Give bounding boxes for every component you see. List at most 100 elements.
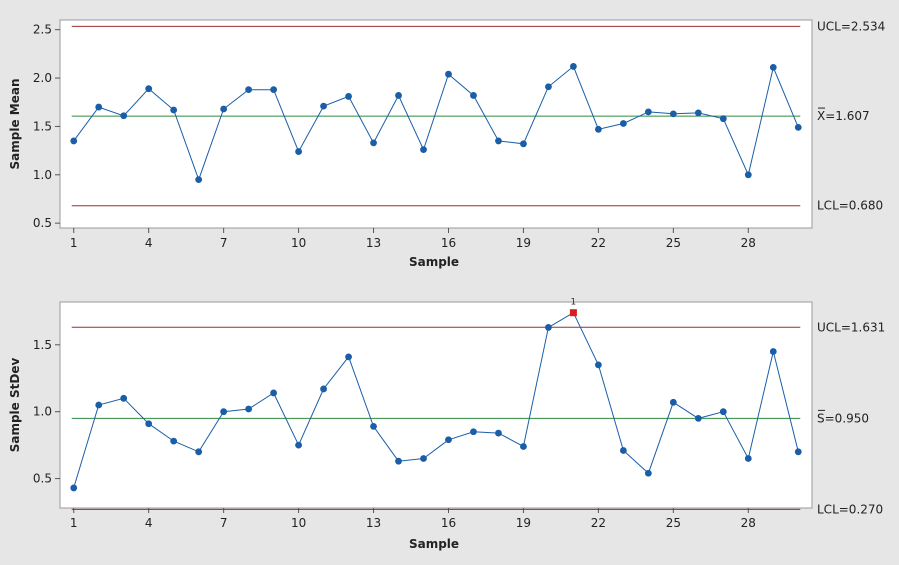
stdev-data-point [70, 484, 78, 492]
stdev-flagged-point [569, 309, 577, 317]
mean-data-point [769, 64, 777, 71]
mean-y-tick-label: 0.5 [33, 216, 52, 230]
stdev-x-tick-label: 10 [291, 516, 306, 530]
stdev-x-tick-label: 28 [741, 516, 756, 530]
stdev-plot-area [59, 301, 813, 509]
stdev-center-symbol: S [817, 411, 825, 425]
stdev-data-point [270, 389, 278, 397]
mean-x-tick-label: 22 [591, 236, 606, 250]
mean-y-tick-label: 1.0 [33, 168, 52, 182]
mean-y-axis-title: Sample Mean [8, 79, 22, 170]
mean-data-point [420, 146, 427, 154]
stdev-center-value: =0.950 [825, 411, 869, 425]
mean-data-point [520, 140, 527, 148]
stdev-x-tick-label: 4 [145, 516, 153, 530]
mean-data-point [719, 115, 727, 123]
stdev-y-tick-label: 0.5 [33, 472, 52, 486]
mean-center-label: X=1.607 [817, 109, 870, 123]
mean-x-tick-label: 10 [291, 236, 306, 250]
mean-x-tick-label: 25 [666, 236, 681, 250]
stdev-y-tick-label: 1.5 [33, 338, 52, 352]
mean-x-tick-label: 19 [516, 236, 531, 250]
stdev-data-point [195, 448, 203, 456]
mean-data-point [445, 70, 452, 78]
stdev-data-point [420, 455, 427, 462]
mean-y-tick-label: 2.5 [33, 23, 52, 37]
stdev-x-tick-label: 1 [70, 516, 78, 530]
mean-data-point [345, 93, 352, 100]
stdev-data-point [395, 457, 402, 465]
stdev-data-point [345, 353, 352, 361]
stdev-data-point [320, 385, 327, 393]
stdev-chart: 0.5 1.0 1.5 1 4 7 10 13 16 19 22 25 28 Sample Sample S… [8, 298, 885, 551]
stdev-x-tick-label: 25 [666, 516, 681, 530]
mean-y-tick-label: 1.5 [33, 119, 52, 133]
mean-data-point [395, 92, 402, 99]
stdev-data-point [794, 448, 802, 456]
mean-x-axis-title: Sample [409, 255, 459, 269]
stdev-y-tick-label: 1.0 [33, 405, 52, 419]
stdev-flag-label: 1 [571, 298, 577, 308]
mean-data-point [170, 106, 178, 114]
mean-data-point [370, 139, 377, 147]
mean-center-value: =1.607 [825, 109, 869, 123]
stdev-data-point [694, 414, 702, 422]
mean-x-tick-label: 1 [70, 236, 78, 250]
mean-data-point [470, 92, 477, 99]
mean-data-point [644, 108, 652, 116]
mean-data-point [545, 83, 552, 91]
stdev-x-tick-label: 22 [591, 516, 606, 530]
stdev-x-tick-label: 13 [366, 516, 381, 530]
mean-data-point [570, 63, 577, 70]
mean-x-tick-label: 7 [220, 236, 228, 250]
mean-data-point [694, 109, 702, 117]
stdev-lcl-label: LCL=0.270 [817, 502, 883, 516]
stdev-ucl-label: UCL=1.631 [817, 320, 885, 334]
mean-data-point [220, 105, 228, 113]
stdev-data-point [445, 436, 452, 444]
mean-data-point [594, 125, 602, 133]
mean-data-point [195, 176, 203, 184]
mean-chart: 0.5 1.0 1.5 2.0 2.5 1 4 7 10 13 16 19 22 25 28 Sample Sa… [8, 19, 885, 269]
stdev-data-point [220, 408, 228, 416]
mean-data-point [120, 112, 128, 120]
stdev-data-point [594, 361, 602, 369]
stdev-data-point [295, 441, 302, 449]
mean-center-symbol: X [817, 109, 825, 123]
mean-series-line [73, 65, 799, 182]
mean-x-tick-label: 28 [741, 236, 756, 250]
mean-data-point [145, 85, 153, 93]
stdev-data-point [120, 394, 128, 402]
mean-ucl-label: UCL=2.534 [817, 19, 885, 33]
mean-data-point [95, 103, 103, 111]
stdev-series-line [73, 311, 799, 489]
stdev-data-point [644, 469, 652, 477]
stdev-x-tick-label: 19 [516, 516, 531, 530]
mean-data-point [70, 137, 78, 145]
mean-x-tick-label: 13 [366, 236, 381, 250]
mean-data-point [794, 123, 802, 131]
stdev-data-point [669, 398, 677, 406]
stdev-data-point [619, 447, 627, 454]
stdev-x-tick-label: 7 [220, 516, 228, 530]
mean-data-point [495, 137, 502, 145]
mean-data-point [245, 86, 253, 94]
stdev-data-point [470, 428, 477, 436]
mean-data-point [295, 148, 302, 155]
mean-x-tick-label: 16 [441, 236, 456, 250]
stdev-data-point [495, 429, 502, 437]
stdev-data-point [245, 405, 253, 413]
mean-data-point [619, 120, 627, 127]
stdev-x-tick-label: 16 [441, 516, 456, 530]
mean-x-tick-label: 4 [145, 236, 153, 250]
stdev-data-point [520, 443, 527, 450]
mean-y-tick-label: 2.0 [33, 71, 52, 85]
stdev-data-point [170, 437, 178, 445]
mean-data-point [669, 110, 677, 118]
stdev-y-axis-title: Sample StDev [8, 358, 22, 453]
mean-lcl-label: LCL=0.680 [817, 199, 883, 213]
stdev-data-point [719, 408, 727, 416]
mean-plot-area [59, 19, 813, 229]
